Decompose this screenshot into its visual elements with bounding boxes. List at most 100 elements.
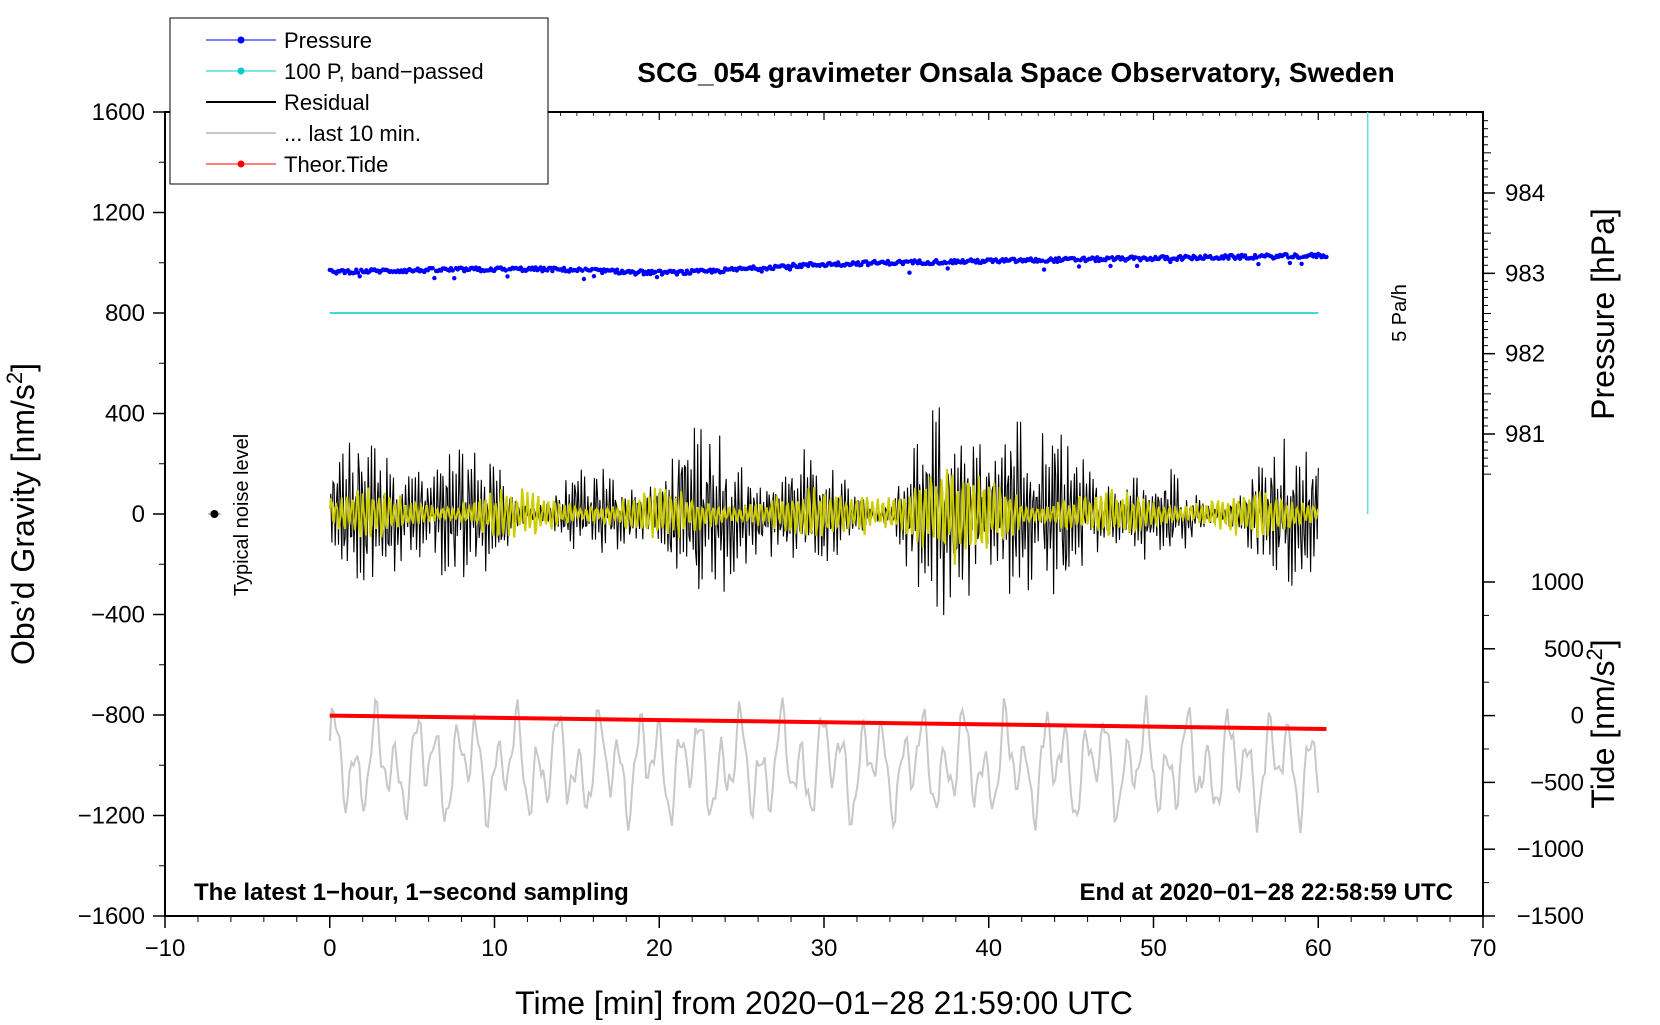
pressure-point (688, 271, 693, 276)
pressure-point (1055, 259, 1060, 264)
series-residual-overlay (328, 468, 1320, 565)
pressure-point (1041, 267, 1047, 272)
end-time-note: End at 2020−01−28 22:58:59 UTC (1079, 879, 1453, 906)
legend-label-band-passed: 100 P, band−passed (284, 59, 484, 84)
y-tide-tick-label: −500 (1530, 769, 1584, 796)
x-tick-label: 50 (1140, 935, 1167, 962)
series-last-10-min (328, 695, 1320, 834)
pressure-point (654, 274, 660, 280)
y-pressure-tick-label: 982 (1505, 341, 1545, 368)
pressure-point (1076, 264, 1082, 269)
pressure-point (550, 268, 555, 274)
y-pressure-tick-label: 984 (1505, 180, 1545, 207)
legend-item-theor-tide: Theor.Tide (206, 152, 388, 177)
pressure-point (591, 274, 597, 279)
pressure-point (355, 270, 361, 275)
pressure-point (1075, 257, 1080, 262)
pressure-point (786, 263, 791, 269)
y-axis-title-tide-sup: 2 (1582, 648, 1607, 660)
x-axis-title: Time [min] from 2020−01−28 21:59:00 UTC (515, 985, 1133, 1020)
x-tick-label: 30 (811, 935, 838, 962)
pressure-point (430, 266, 435, 271)
pressure-point (1237, 256, 1243, 261)
pressure-point (885, 258, 891, 264)
y-axis-title-gravity: Obs’d Gravity [nm/s2] (2, 363, 41, 665)
pressure-point (1178, 254, 1183, 259)
y-tide-tick-label: 1000 (1531, 569, 1584, 596)
pressure-point (943, 260, 949, 266)
chart-title: SCG_054 gravimeter Onsala Space Observat… (637, 57, 1394, 88)
y-axis-title-gravity-close: ] (5, 363, 41, 372)
y-tide-tick-label: −1000 (1517, 836, 1584, 863)
legend-label-theor-tide: Theor.Tide (284, 152, 388, 177)
pressure-point (1226, 256, 1231, 261)
pressure-point (614, 267, 620, 272)
pressure-point (1134, 263, 1140, 269)
y-pressure-tick-label: 983 (1505, 260, 1545, 287)
pressure-point (505, 274, 510, 279)
pressure-point (590, 266, 595, 272)
pressure-point (1093, 258, 1098, 264)
legend-item-last-10-min: ... last 10 min. (206, 121, 421, 146)
x-tick-label: 60 (1305, 935, 1332, 962)
y-left-tick-label: −1600 (78, 903, 145, 930)
axes: −10 0 10 20 30 40 50 60 70 1600 1200 800 400 0 −400 −80… (78, 99, 1584, 962)
y-tide-tick-label: 500 (1544, 636, 1584, 663)
pressure-point (1189, 257, 1195, 262)
pressure-point (721, 269, 726, 275)
y-left-tick-label: −400 (91, 602, 145, 629)
x-tick-label: 40 (975, 935, 1002, 962)
pressure-point (1040, 258, 1045, 263)
pressure-point (561, 265, 567, 271)
legend-marker-pressure (237, 36, 245, 44)
pressure-point (905, 259, 911, 264)
y-left-tick-label: 1600 (92, 99, 145, 126)
y-axis-title-gravity-text: Obs’d Gravity [nm/s (5, 384, 41, 665)
pressure-point (1286, 255, 1291, 260)
y-left-tick-label: 400 (105, 401, 145, 428)
series-pressure (327, 251, 1329, 282)
pressure-point (653, 269, 658, 275)
legend-item-residual: Residual (206, 90, 370, 115)
pressure-point (1108, 263, 1113, 269)
y-axis-title-tide-text: Tide [nm/s (1585, 660, 1621, 808)
pressure-point (1081, 255, 1087, 260)
y-axis-title-gravity-sup: 2 (2, 372, 27, 384)
pressure-point (759, 269, 764, 274)
pressure-point (639, 268, 645, 273)
pressure-point (503, 268, 508, 273)
pressure-point (864, 259, 869, 264)
pressure-point (1106, 256, 1112, 261)
legend: Pressure 100 P, band−passed Residual ...… (169, 17, 549, 185)
pressure-point (1095, 255, 1100, 260)
pressure-point (518, 265, 523, 270)
legend-marker-band-passed (237, 67, 245, 75)
pressure-point (658, 268, 663, 273)
pressure-point (450, 268, 455, 273)
legend-label-pressure: Pressure (284, 28, 372, 53)
y-axis-title-tide: Tide [nm/s2] (1582, 639, 1621, 808)
plot-area (327, 251, 1329, 834)
pressure-point (1324, 254, 1329, 260)
pressure-point (1254, 255, 1259, 260)
y-axis-title-tide-close: ] (1585, 639, 1621, 648)
x-tick-label: 20 (646, 935, 673, 962)
pressure-point (600, 270, 605, 276)
x-tick-label: 70 (1470, 935, 1497, 962)
pressure-point (432, 275, 437, 281)
y-left-tick-label: 800 (105, 300, 145, 327)
pressure-point (1256, 261, 1261, 267)
pressure-point (1299, 261, 1304, 266)
rate-label: 5 Pa/h (1389, 284, 1411, 342)
pressure-point (580, 268, 585, 273)
legend-item-band-passed: 100 P, band−passed (206, 59, 484, 84)
legend-label-residual: Residual (284, 90, 370, 115)
pressure-point (945, 266, 950, 271)
y-left-tick-label: 0 (132, 501, 145, 528)
y-pressure-tick-label: 981 (1505, 421, 1545, 448)
legend-item-pressure: Pressure (206, 28, 372, 53)
y-left-tick-label: 1200 (92, 200, 145, 227)
y-left-tick-label: −800 (91, 702, 145, 729)
pressure-point (1297, 255, 1303, 260)
